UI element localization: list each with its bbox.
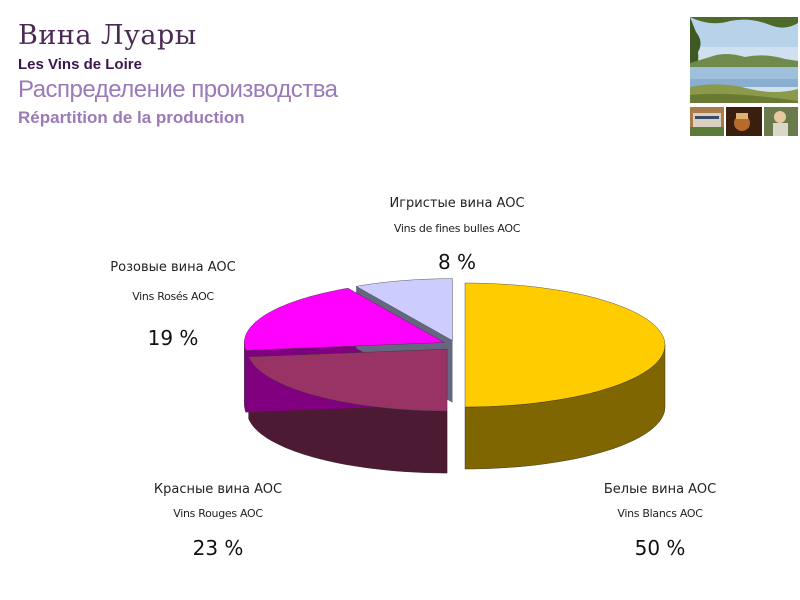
slice-value-label-3: 8 % [438, 250, 476, 274]
slice-value-label-1: 23 % [193, 536, 244, 560]
pie-slice-1 [248, 348, 448, 412]
pie-slice-0 [464, 282, 666, 408]
slice-label-fr-2: Vins Rosés AOC [132, 290, 214, 303]
slice-label-ru-1: Красные вина AOC [154, 482, 282, 497]
pie-slice-wall-2 [244, 342, 247, 413]
slice-value-label-2: 19 % [148, 326, 199, 350]
title-russian: Вина Луары [18, 20, 197, 51]
slice-label-fr-1: Vins Rouges AOC [173, 507, 263, 520]
slice-label-ru-3: Игристые вина AOC [389, 196, 524, 211]
pie-slice-2 [244, 287, 446, 351]
slice-label-ru-2: Розовые вина AOC [110, 260, 235, 275]
subtitle-russian: Распределение производства [18, 76, 338, 103]
subtitle-french: Répartition de la production [18, 108, 245, 127]
pie-slice-3 [355, 278, 453, 341]
loire-photo-collage [690, 17, 798, 136]
slice-label-fr-3: Vins de fines bulles AOC [394, 222, 521, 235]
slice-label-ru-0: Белые вина AOC [604, 482, 716, 497]
slice-value-label-0: 50 % [635, 536, 686, 560]
slice-label-fr-0: Vins Blancs AOC [617, 507, 703, 520]
title-french: Les Vins de Loire [18, 56, 142, 73]
